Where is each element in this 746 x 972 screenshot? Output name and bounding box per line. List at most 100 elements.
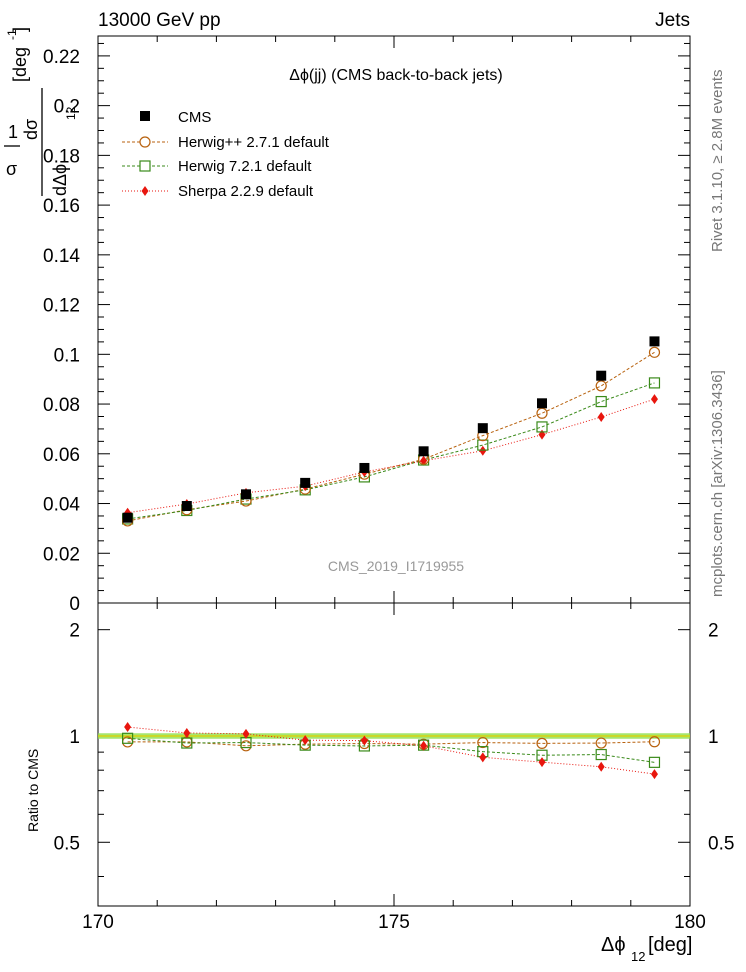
main-y-tick-label: 0.14 — [43, 246, 80, 267]
main-point-sherpa-2-2-9-default — [650, 394, 658, 405]
ratio-point-herwig-2-7-1-default — [648, 736, 661, 748]
ratio-panel-frame — [97, 602, 691, 907]
ratio-line-sherpa-2-2-9-default — [127, 726, 655, 775]
ratio-point-sherpa-2-2-9-default — [479, 752, 487, 763]
main-point-cms — [241, 489, 251, 500]
main-y-tick-label: 0.1 — [54, 345, 80, 366]
ylabel-num-1: 1 — [8, 122, 18, 142]
main-y-axis-label: 1 σ dσ dΔϕ 12 [deg -1 ] — [4, 27, 78, 196]
main-point-herwig-7-2-1-default — [595, 395, 607, 408]
legend-label-sherpa: Sherpa 2.2.9 default — [178, 183, 314, 200]
legend: CMS Herwig++ 2.7.1 default Herwig 7.2.1 … — [122, 109, 330, 200]
main-point-sherpa-2-2-9-default — [538, 429, 546, 440]
ylabel-den-1: σ — [6, 159, 17, 179]
legend-marker-herwigpp — [139, 136, 151, 148]
ratio-line-herwig-2-7-1-default — [127, 741, 655, 747]
main-point-herwig-2-7-1-default — [648, 346, 661, 358]
ratio-point-sherpa-2-2-9-default — [420, 740, 428, 751]
main-point-cms — [537, 398, 547, 409]
ratio-point-sherpa-2-2-9-default — [360, 735, 368, 746]
main-y-tick-label: 0.02 — [43, 544, 80, 565]
main-point-sherpa-2-2-9-default — [597, 411, 605, 422]
ratio-point-herwig-2-7-1-default — [536, 737, 548, 749]
main-y-tick-label: 0.08 — [43, 395, 80, 416]
main-y-tick-label: 0.2 — [54, 97, 80, 118]
ratio-point-herwig-7-2-1-default — [648, 756, 661, 768]
main-point-cms — [359, 462, 370, 473]
header-left: 13000 GeV pp — [98, 10, 221, 31]
mcplots-caption: mcplots.cern.ch [arXiv:1306.3436] — [709, 370, 726, 597]
ratio-y-tick-label: 2 — [69, 621, 80, 642]
ratio-point-sherpa-2-2-9-default — [301, 735, 309, 746]
ratio-plot-marks — [121, 722, 661, 780]
main-y-tick-label: 0.06 — [43, 445, 80, 466]
ratio-point-herwig-7-2-1-default — [181, 737, 193, 749]
ratio-point-herwig-2-7-1-default — [477, 736, 489, 749]
x-axis-label: Δϕ 12 [deg] — [601, 934, 692, 964]
main-line-herwig-7-2-1-default — [127, 382, 655, 520]
x-tick-label: 175 — [378, 912, 410, 933]
ratio-point-herwig-7-2-1-default — [121, 732, 134, 744]
main-line-herwig-2-7-1-default — [127, 351, 655, 522]
ratio-y-tick-label-right: 2 — [708, 621, 719, 642]
ratio-y-tick-label-right: 1 — [708, 727, 719, 748]
main-plot-marks — [121, 336, 661, 527]
main-point-sherpa-2-2-9-default — [479, 445, 487, 456]
main-plot-title: Δϕ(jj) (CMS back-to-back jets) — [289, 67, 502, 84]
main-point-herwig-2-7-1-default — [536, 407, 548, 419]
legend-entry-herwig7: Herwig 7.2.1 default — [122, 158, 312, 175]
legend-entry-sherpa: Sherpa 2.2.9 default — [122, 183, 314, 200]
rivet-caption: Rivet 3.1.10, ≥ 2.8M events — [709, 70, 726, 253]
legend-label-herwigpp: Herwig++ 2.7.1 default — [178, 134, 330, 151]
x-tick-label: 180 — [674, 912, 706, 933]
ylabel-num-2: dσ — [21, 119, 41, 140]
ratio-point-sherpa-2-2-9-default — [183, 727, 191, 738]
main-point-cms — [649, 336, 660, 347]
ratio-y-tick-label: 0.5 — [54, 833, 80, 854]
x-tick-label: 170 — [82, 912, 114, 933]
main-y-tick-label: 0.22 — [43, 47, 80, 68]
main-point-cms — [300, 477, 311, 488]
legend-marker-herwig7 — [139, 160, 151, 172]
main-point-cms — [181, 501, 192, 512]
xlabel-main: Δϕ — [601, 934, 626, 956]
axes-ticks: 170 175 180 0 0.02 0.04 0.06 0.08 0.1 0.12 0.14 0.1… — [43, 36, 734, 933]
main-point-cms — [596, 370, 607, 381]
header-right: Jets — [655, 10, 690, 31]
ratio-line-herwig-7-2-1-default — [127, 737, 655, 763]
ratio-point-sherpa-2-2-9-default — [650, 769, 658, 780]
main-point-herwig-7-2-1-default — [536, 421, 548, 433]
ylabel-unit: [deg — [10, 47, 30, 82]
legend-marker-cms — [140, 111, 150, 121]
main-line-sherpa-2-2-9-default — [127, 398, 655, 514]
ratio-point-herwig-2-7-1-default — [595, 737, 607, 749]
legend-label-cms: CMS — [178, 109, 211, 126]
xlabel-subscript: 12 — [631, 949, 645, 964]
main-y-tick-label: 0.04 — [43, 495, 80, 516]
legend-entry-herwigpp: Herwig++ 2.7.1 default — [122, 134, 330, 151]
legend-marker-sherpa — [141, 186, 149, 196]
legend-entry-cms: CMS — [140, 109, 211, 126]
ratio-y-tick-label: 1 — [69, 727, 80, 748]
ratio-band — [98, 733, 690, 739]
ratio-y-tick-label-right: 0.5 — [708, 833, 734, 854]
main-y-tick-label: 0.12 — [43, 296, 80, 317]
main-point-cms — [477, 423, 488, 434]
ylabel-unit-sup: -1 — [5, 29, 19, 40]
ylabel-subscript: 12 — [64, 106, 78, 120]
legend-label-herwig7: Herwig 7.2.1 default — [178, 158, 312, 175]
ratio-point-sherpa-2-2-9-default — [538, 757, 546, 768]
ratio-point-sherpa-2-2-9-default — [597, 761, 605, 772]
ylabel-den-2: dΔϕ — [50, 164, 70, 196]
main-point-cms — [122, 512, 133, 523]
ratio-point-sherpa-2-2-9-default — [124, 722, 132, 733]
main-point-sherpa-2-2-9-default — [420, 455, 428, 466]
ylabel-unit-close: ] — [10, 27, 30, 32]
main-point-herwig-7-2-1-default — [648, 377, 661, 389]
xlabel-unit: [deg] — [648, 934, 692, 956]
main-y-tick-label: 0 — [69, 594, 80, 615]
main-y-tick-label: 0.18 — [43, 146, 80, 167]
ratio-point-sherpa-2-2-9-default — [242, 728, 250, 739]
ratio-point-herwig-7-2-1-default — [595, 748, 607, 761]
